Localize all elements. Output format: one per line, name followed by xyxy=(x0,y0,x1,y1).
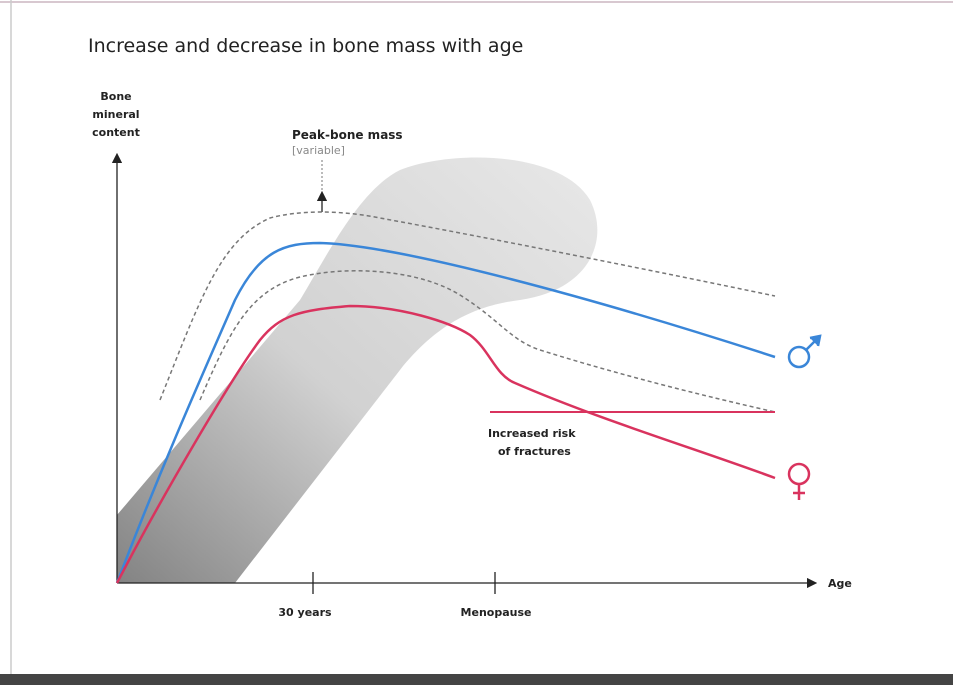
y-axis-label: content xyxy=(92,126,140,139)
y-axis-label: mineral xyxy=(92,108,139,121)
title: Increase and decrease in bone mass with … xyxy=(88,35,523,57)
fracture-label: Increased risk xyxy=(488,427,576,440)
y-axis-label: Bone xyxy=(100,90,131,103)
fracture-label: of fractures xyxy=(498,445,571,458)
x-axis-label: Age xyxy=(828,577,852,590)
peak-note: [variable] xyxy=(292,144,345,157)
bottom-bar xyxy=(0,674,953,685)
x-marker-label: 30 years xyxy=(278,606,332,619)
x-marker-label: Menopause xyxy=(461,606,532,619)
diagram: Increase and decrease in bone mass with … xyxy=(0,0,953,685)
peak-label: Peak-bone mass xyxy=(292,128,403,142)
